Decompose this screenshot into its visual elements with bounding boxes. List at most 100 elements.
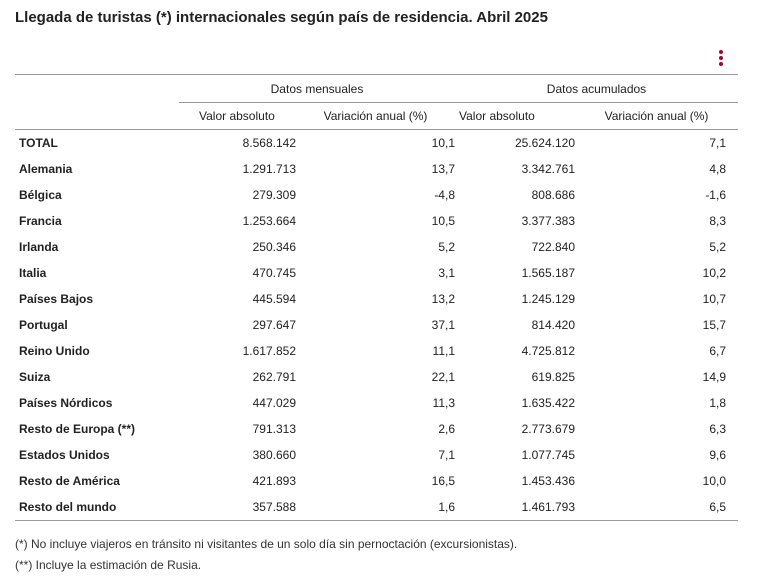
cumulative-absolute-cell: 1.453.436 bbox=[521, 474, 575, 488]
tourist-arrivals-table: Datos mensuales Datos acumulados Valor a… bbox=[15, 74, 738, 521]
country-cell: Irlanda bbox=[19, 240, 59, 254]
table-row: Resto de Europa (**) 791.313 2,6 2.773.679 6… bbox=[15, 416, 738, 442]
monthly-variation-cell: 16,5 bbox=[431, 474, 455, 488]
monthly-variation-cell: -4,8 bbox=[434, 188, 455, 202]
monthly-variation-cell: 37,1 bbox=[431, 318, 455, 332]
country-cell: Estados Unidos bbox=[19, 448, 110, 462]
column-header-cumulative-variation: Variación anual (%) bbox=[575, 102, 738, 130]
footnotes: (*) No incluye viajeros en tránsito ni v… bbox=[15, 537, 517, 579]
country-cell: Resto de Europa (**) bbox=[19, 422, 136, 436]
table-row: Reino Unido 1.617.852 11,1 4.725.812 6,7 bbox=[15, 338, 738, 364]
table-row: Bélgica 279.309 -4,8 808.686 -1,6 bbox=[15, 182, 738, 208]
table-row: Irlanda 250.346 5,2 722.840 5,2 bbox=[15, 234, 738, 260]
monthly-variation-cell: 1,6 bbox=[296, 494, 455, 521]
monthly-absolute-cell: 445.594 bbox=[252, 292, 296, 306]
table-row: Países Nórdicos 447.029 11,3 1.635.422 1,8 bbox=[15, 390, 738, 416]
cumulative-absolute-cell: 1.565.187 bbox=[521, 266, 575, 280]
group-header-row: Datos mensuales Datos acumulados bbox=[15, 74, 738, 103]
table-row: Países Bajos 445.594 13,2 1.245.129 10,7 bbox=[15, 286, 738, 312]
cumulative-variation-cell: 10,7 bbox=[702, 292, 726, 306]
cumulative-variation-cell: 6,3 bbox=[709, 422, 726, 436]
monthly-variation-cell: 7,1 bbox=[438, 448, 455, 462]
monthly-variation-cell: 13,7 bbox=[431, 162, 455, 176]
country-cell: Francia bbox=[19, 214, 62, 228]
monthly-variation-cell: 3,1 bbox=[438, 266, 455, 280]
table-row: Suiza 262.791 22,1 619.825 14,9 bbox=[15, 364, 738, 390]
cumulative-variation-cell: 6,7 bbox=[709, 344, 726, 358]
table-row: Alemania 1.291.713 13,7 3.342.761 4,8 bbox=[15, 156, 738, 182]
country-cell: Resto de América bbox=[19, 474, 120, 488]
cumulative-absolute-cell: 1.635.422 bbox=[521, 396, 575, 410]
country-cell: Alemania bbox=[19, 162, 73, 176]
cumulative-variation-cell: -1,6 bbox=[705, 188, 726, 202]
country-cell: Suiza bbox=[19, 370, 51, 384]
footnote: (*) No incluye viajeros en tránsito ni v… bbox=[15, 537, 518, 551]
table-row: Estados Unidos 380.660 7,1 1.077.745 9,6 bbox=[15, 442, 738, 468]
monthly-variation-cell: 22,1 bbox=[431, 370, 455, 384]
monthly-absolute-cell: 357.588 bbox=[179, 494, 296, 521]
table-row: Francia 1.253.664 10,5 3.377.383 8,3 bbox=[15, 208, 738, 234]
cumulative-variation-cell: 10,2 bbox=[702, 266, 726, 280]
cumulative-variation-cell: 8,3 bbox=[709, 214, 726, 228]
monthly-variation-cell: 2,6 bbox=[438, 422, 455, 436]
cumulative-absolute-cell: 2.773.679 bbox=[521, 422, 575, 436]
monthly-variation-cell: 13,2 bbox=[431, 292, 455, 306]
column-header-row: Valor absoluto Variación anual (%) Valor… bbox=[15, 102, 738, 130]
country-cell: Resto del mundo bbox=[15, 494, 179, 521]
monthly-variation-cell: 10,1 bbox=[431, 136, 455, 150]
country-cell: Países Nórdicos bbox=[19, 396, 113, 410]
cumulative-absolute-cell: 1.077.745 bbox=[521, 448, 575, 462]
cumulative-absolute-cell: 808.686 bbox=[531, 188, 575, 202]
table-row: Portugal 297.647 37,1 814.420 15,7 bbox=[15, 312, 738, 338]
cumulative-absolute-cell: 3.342.761 bbox=[521, 162, 575, 176]
monthly-variation-cell: 11,1 bbox=[432, 344, 455, 358]
cumulative-absolute-cell: 25.624.120 bbox=[514, 136, 575, 150]
monthly-absolute-cell: 8.568.142 bbox=[242, 136, 296, 150]
column-header-cumulative-absolute: Valor absoluto bbox=[455, 102, 575, 130]
group-header-monthly: Datos mensuales bbox=[179, 74, 455, 103]
monthly-absolute-cell: 447.029 bbox=[252, 396, 296, 410]
header-blank bbox=[15, 74, 179, 103]
cumulative-variation-cell: 14,9 bbox=[702, 370, 726, 384]
cumulative-absolute-cell: 4.725.812 bbox=[521, 344, 575, 358]
table-row: Italia 470.745 3,1 1.565.187 10,2 bbox=[15, 260, 738, 286]
country-cell: TOTAL bbox=[19, 136, 58, 150]
country-cell: Italia bbox=[19, 266, 47, 280]
cumulative-variation-cell: 7,1 bbox=[709, 136, 726, 150]
monthly-absolute-cell: 1.617.852 bbox=[242, 344, 296, 358]
monthly-absolute-cell: 250.346 bbox=[252, 240, 296, 254]
header-blank-country bbox=[15, 102, 179, 130]
cumulative-variation-cell: 10,0 bbox=[702, 474, 726, 488]
cumulative-variation-cell: 5,2 bbox=[709, 240, 726, 254]
cumulative-variation-cell: 15,7 bbox=[702, 318, 726, 332]
country-cell: Reino Unido bbox=[19, 344, 90, 358]
monthly-absolute-cell: 421.893 bbox=[252, 474, 296, 488]
table-row: TOTAL 8.568.142 10,1 25.624.120 7,1 bbox=[15, 130, 738, 157]
cumulative-absolute-cell: 814.420 bbox=[531, 318, 575, 332]
table-row: Resto de América 421.893 16,5 1.453.436 10,0 bbox=[15, 468, 738, 494]
monthly-absolute-cell: 1.253.664 bbox=[242, 214, 296, 228]
cumulative-absolute-cell: 1.245.129 bbox=[521, 292, 575, 306]
table-row: Resto del mundo 357.588 1,6 1.461.793 6,5 bbox=[15, 494, 738, 521]
monthly-absolute-cell: 279.309 bbox=[252, 188, 296, 202]
monthly-absolute-cell: 470.745 bbox=[252, 266, 296, 280]
cumulative-absolute-cell: 619.825 bbox=[531, 370, 575, 384]
monthly-absolute-cell: 791.313 bbox=[252, 422, 296, 436]
column-header-monthly-absolute: Valor absoluto bbox=[179, 102, 296, 130]
cumulative-variation-cell: 9,6 bbox=[709, 448, 726, 462]
cumulative-absolute-cell: 722.840 bbox=[531, 240, 575, 254]
monthly-absolute-cell: 297.647 bbox=[252, 318, 296, 332]
footnote: (**) Incluye la estimación de Rusia. bbox=[15, 558, 202, 572]
country-cell: Portugal bbox=[19, 318, 68, 332]
country-cell: Bélgica bbox=[19, 188, 62, 202]
cumulative-absolute-cell: 3.377.383 bbox=[521, 214, 575, 228]
cumulative-variation-cell: 1,8 bbox=[709, 396, 726, 410]
cumulative-variation-cell: 4,8 bbox=[709, 162, 726, 176]
monthly-variation-cell: 11,3 bbox=[432, 396, 455, 410]
monthly-absolute-cell: 262.791 bbox=[252, 370, 296, 384]
monthly-absolute-cell: 1.291.713 bbox=[242, 162, 296, 176]
vertical-ellipsis-icon[interactable] bbox=[716, 50, 726, 66]
country-cell: Países Bajos bbox=[19, 292, 94, 306]
monthly-variation-cell: 10,5 bbox=[431, 214, 455, 228]
monthly-variation-cell: 5,2 bbox=[438, 240, 455, 254]
